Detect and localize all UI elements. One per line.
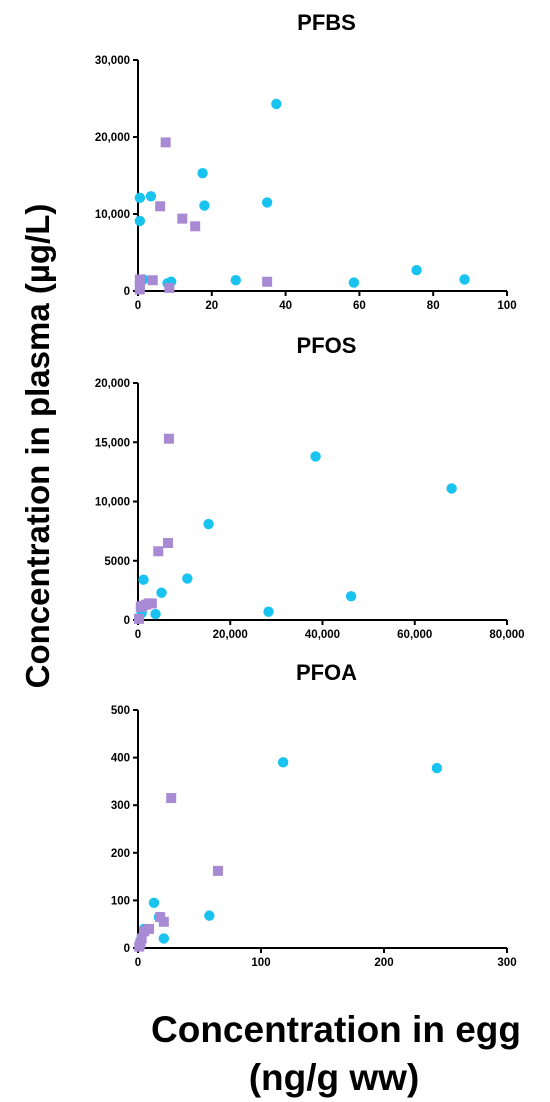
data-point-circle-pfbs [197,167,208,179]
data-point-circle-pfbs [348,277,360,288]
data-point-circle-pfos [345,591,357,602]
y-tick-label-pfbs: 30,000 [95,55,130,67]
data-point-square-pfos [163,433,174,444]
x-tick-label-pfoa: 0 [135,957,141,969]
x-tick-label-pfos: 0 [135,629,141,641]
panels: PFBS 0 10,000 20,000 30,000 0 20 40 60 80 100 PFOS 0… [95,10,525,969]
x-tick-label-pfos: 80,000 [489,629,524,641]
data-point-circle-pfos [150,608,161,620]
panel-title-pfoa: PFOA [296,660,357,685]
y-tick-label-pfbs: 10,000 [95,209,130,221]
data-point-square-pfbs [134,274,145,285]
x-tick-label-pfoa: 200 [374,957,393,969]
data-point-square-pfbs [134,284,145,295]
y-tick-label-pfos: 20,000 [95,378,130,390]
data-point-square-pfoa [158,916,169,927]
y-tick-label-pfos: 15,000 [95,437,130,449]
y-tick-label-pfos: 5000 [104,556,130,568]
data-point-square-pfbs [164,282,175,293]
y-tick-label-pfoa: 200 [111,848,130,860]
data-point-circle-pfoa [148,897,160,908]
data-point-square-pfbs [262,276,273,287]
data-point-square-pfbs [160,137,171,148]
y-tick-label-pfbs: 20,000 [95,132,130,144]
data-point-circle-pfbs [145,191,157,202]
data-point-circle-pfbs [261,197,273,208]
data-point-square-pfos [162,537,173,548]
data-point-circle-pfbs [411,265,422,276]
x-tick-label-pfbs: 40 [279,300,292,312]
data-point-circle-pfoa [431,762,443,774]
data-point-circle-pfos [310,451,321,462]
y-tick-label-pfoa: 500 [111,705,130,717]
data-point-square-pfos [146,598,157,609]
data-point-circle-pfbs [459,274,470,285]
data-point-circle-pfoa [277,757,289,768]
data-point-square-pfbs [147,275,158,286]
y-tick-label-pfbs: 0 [124,286,130,298]
x-tick-label-pfbs: 80 [427,300,440,312]
y-axis-label: Concentration in plasma (µg/L) [19,204,56,689]
data-point-circle-pfoa [204,910,215,921]
x-tick-label-pfoa: 100 [251,957,270,969]
y-tick-label-pfos: 0 [124,615,130,627]
data-point-circle-pfbs [199,200,210,211]
y-tick-label-pfoa: 100 [111,895,130,907]
x-tick-label-pfoa: 300 [497,957,516,969]
data-point-square-pfbs [177,213,188,224]
data-point-circle-pfos [203,518,214,530]
x-tick-label-pfos: 60,000 [397,629,432,641]
data-point-square-pfos [153,546,164,557]
y-tick-label-pfoa: 300 [111,800,130,812]
data-point-circle-pfos [182,573,193,584]
data-point-square-pfbs [155,201,166,212]
x-tick-label-pfbs: 0 [135,300,141,312]
data-point-circle-pfos [156,587,167,598]
data-point-circle-pfbs [134,215,146,227]
x-tick-label-pfbs: 100 [497,300,516,312]
data-point-square-pfoa [212,865,223,876]
y-tick-label-pfos: 10,000 [95,497,130,509]
x-axis-label-line1: Concentration in egg [151,1009,521,1050]
data-point-circle-pfbs [134,192,146,204]
x-tick-label-pfos: 20,000 [213,629,248,641]
x-tick-label-pfos: 40,000 [305,629,340,641]
data-point-square-pfoa [144,923,155,934]
data-point-circle-pfos [138,574,149,585]
data-point-square-pfoa [166,793,177,804]
data-point-square-pfos [133,613,144,624]
data-point-circle-pfbs [271,98,282,110]
x-tick-label-pfbs: 20 [205,300,218,312]
panel-pfoa: PFOA 0 100 200 300 400 500 0 100 200 300 [111,660,517,969]
y-tick-label-pfoa: 400 [111,753,130,765]
data-point-circle-pfoa [158,933,170,944]
panel-pfos: PFOS 0 5000 10,000 15,000 20,000 0 20,000 40,000… [95,333,525,641]
data-point-circle-pfos [263,606,274,617]
data-point-circle-pfbs [230,275,241,286]
x-tick-label-pfbs: 60 [353,300,366,312]
data-point-square-pfbs [190,221,201,232]
data-point-square-pfoa [136,933,147,944]
panel-title-pfos: PFOS [297,333,357,358]
x-axis-label-line2: (ng/g ww) [249,1057,420,1098]
y-tick-label-pfoa: 0 [124,943,130,955]
panel-title-pfbs: PFBS [297,10,356,35]
data-point-circle-pfos [446,483,457,494]
panel-pfbs: PFBS 0 10,000 20,000 30,000 0 20 40 60 80 100 [95,10,517,312]
